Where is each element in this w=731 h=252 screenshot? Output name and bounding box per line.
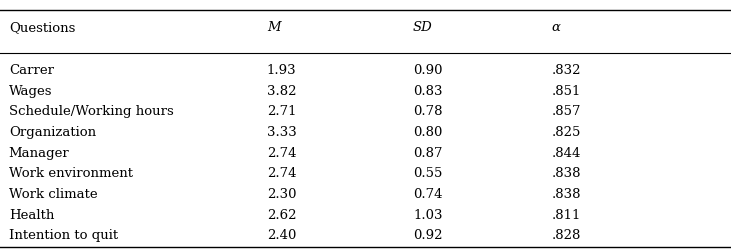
Text: Manager: Manager: [9, 147, 69, 160]
Text: .811: .811: [552, 209, 581, 222]
Text: 2.62: 2.62: [267, 209, 296, 222]
Text: .838: .838: [552, 188, 581, 201]
Text: 2.71: 2.71: [267, 105, 296, 118]
Text: Health: Health: [9, 209, 54, 222]
Text: 2.74: 2.74: [267, 167, 296, 180]
Text: .828: .828: [552, 229, 581, 242]
Text: Questions: Questions: [9, 21, 75, 34]
Text: .844: .844: [552, 147, 581, 160]
Text: 0.90: 0.90: [413, 64, 442, 77]
Text: 3.82: 3.82: [267, 85, 296, 98]
Text: 0.80: 0.80: [413, 126, 442, 139]
Text: 2.74: 2.74: [267, 147, 296, 160]
Text: Carrer: Carrer: [9, 64, 54, 77]
Text: 1.93: 1.93: [267, 64, 297, 77]
Text: Wages: Wages: [9, 85, 53, 98]
Text: .851: .851: [552, 85, 581, 98]
Text: Schedule/Working hours: Schedule/Working hours: [9, 105, 173, 118]
Text: α: α: [552, 21, 561, 34]
Text: 0.92: 0.92: [413, 229, 442, 242]
Text: Work climate: Work climate: [9, 188, 97, 201]
Text: .857: .857: [552, 105, 581, 118]
Text: 2.40: 2.40: [267, 229, 296, 242]
Text: 2.30: 2.30: [267, 188, 296, 201]
Text: .832: .832: [552, 64, 581, 77]
Text: Organization: Organization: [9, 126, 96, 139]
Text: 0.55: 0.55: [413, 167, 442, 180]
Text: .838: .838: [552, 167, 581, 180]
Text: .825: .825: [552, 126, 581, 139]
Text: 0.87: 0.87: [413, 147, 442, 160]
Text: 0.83: 0.83: [413, 85, 442, 98]
Text: 1.03: 1.03: [413, 209, 442, 222]
Text: SD: SD: [413, 21, 433, 34]
Text: 0.78: 0.78: [413, 105, 442, 118]
Text: 0.74: 0.74: [413, 188, 442, 201]
Text: Intention to quit: Intention to quit: [9, 229, 118, 242]
Text: 3.33: 3.33: [267, 126, 297, 139]
Text: M: M: [267, 21, 281, 34]
Text: Work environment: Work environment: [9, 167, 133, 180]
